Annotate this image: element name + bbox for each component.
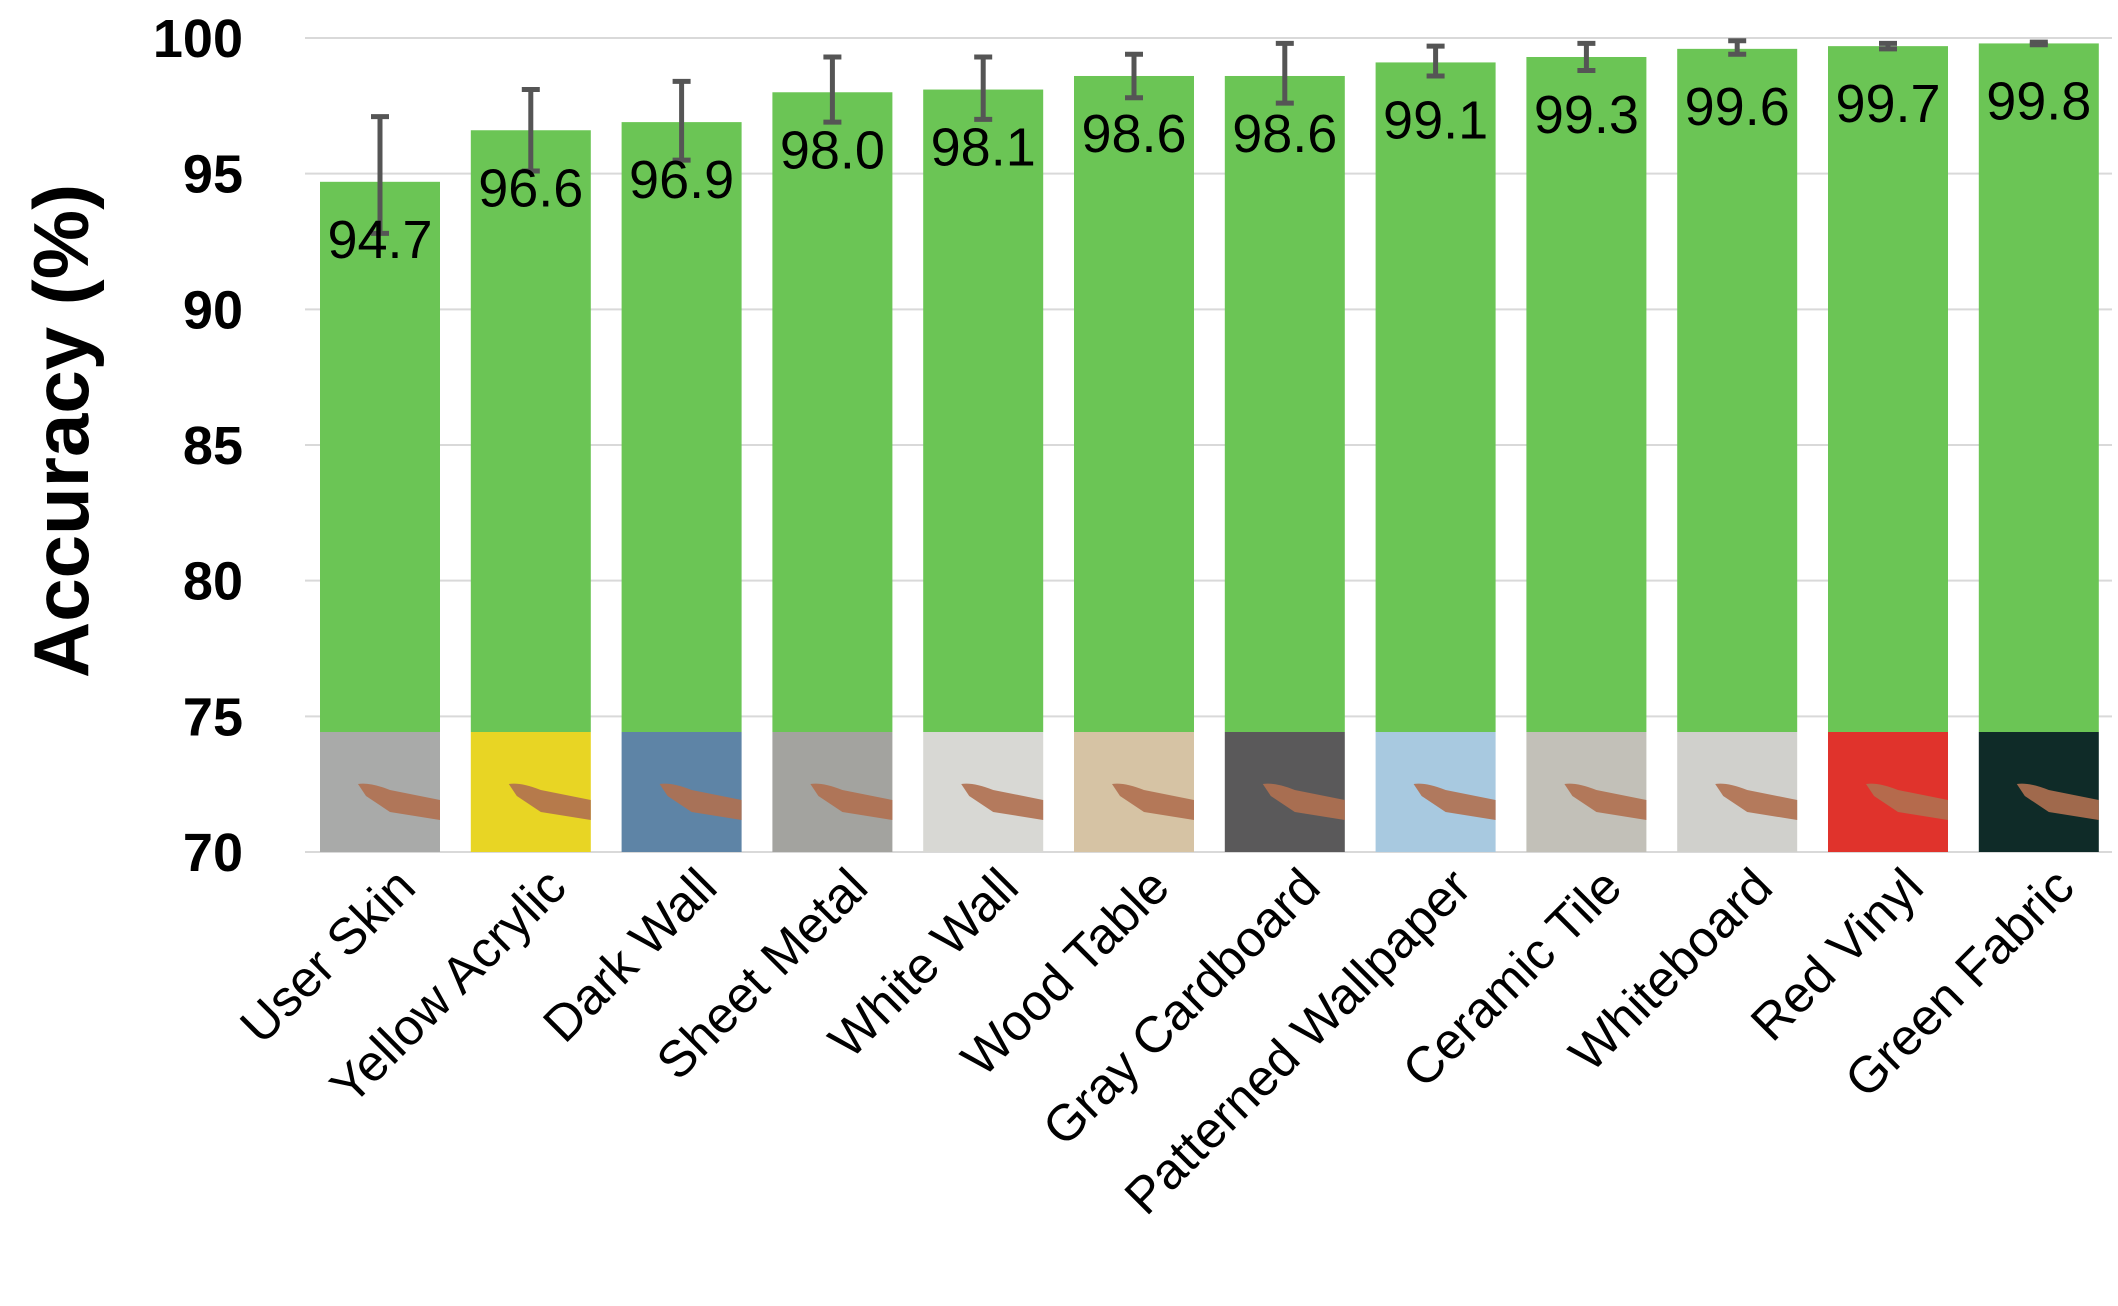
- data-label: 98.1: [931, 118, 1036, 178]
- error-bar: [1275, 40, 1294, 106]
- y-tick-label: 85: [183, 416, 243, 476]
- bar: [470, 130, 591, 733]
- error-bar: [1426, 43, 1445, 79]
- bar: [1224, 75, 1345, 732]
- data-label: 99.1: [1383, 90, 1488, 150]
- error-bar: [672, 78, 691, 163]
- data-label: 99.3: [1534, 85, 1639, 145]
- y-tick-label: 100: [153, 9, 243, 69]
- hand-shape: [2016, 783, 2099, 820]
- error-bar: [1728, 38, 1747, 57]
- bar: [1677, 48, 1798, 732]
- bar: [1828, 46, 1948, 732]
- data-label: 96.9: [629, 150, 734, 210]
- y-tick-label: 75: [183, 687, 243, 747]
- error-bar: [974, 54, 993, 122]
- surface-thumbnail: [1224, 732, 1345, 852]
- hand-shape: [810, 783, 893, 820]
- y-tick-label: 70: [183, 823, 243, 883]
- data-label: 99.8: [1986, 71, 2091, 131]
- hand-shape: [1413, 783, 1496, 820]
- data-labels: 94.7 96.6 96.9 98.0 98.1 98.6 98.6 99.1 99.3 99.6…: [327, 71, 2091, 269]
- hand-shape: [961, 783, 1044, 820]
- hand-shape: [1866, 783, 1948, 820]
- bar: [621, 122, 742, 732]
- bar: [1526, 56, 1647, 732]
- surface-thumbnail: [1074, 732, 1194, 852]
- hand-shape: [1564, 783, 1647, 820]
- error-bar: [371, 114, 389, 236]
- surface-thumbnail: [1526, 732, 1647, 852]
- hand-shape: [358, 783, 440, 820]
- bars: [320, 43, 2099, 733]
- bar: [1375, 62, 1496, 733]
- error-bar: [1577, 40, 1596, 74]
- surface-thumbnail: [1828, 732, 1948, 852]
- bar: [923, 89, 1044, 732]
- hand-shape: [1262, 783, 1345, 820]
- surface-thumbnail: [772, 732, 893, 852]
- hand-shape: [659, 783, 742, 820]
- data-label: 99.7: [1835, 74, 1940, 134]
- x-tick-label: Gray Cardboard: [1032, 857, 1331, 1156]
- error-bar: [1879, 40, 1897, 52]
- data-label: 99.6: [1685, 77, 1790, 137]
- data-label: 98.6: [1081, 104, 1186, 164]
- error-bar: [2029, 39, 2048, 48]
- bar: [772, 92, 893, 733]
- y-axis-label: Accuracy (%): [17, 184, 105, 678]
- surface-thumbnail: [320, 732, 440, 852]
- y-axis: 70 75 80 85 90 95 100: [153, 9, 243, 883]
- y-tick-label: 95: [183, 145, 243, 205]
- surface-thumbnail: [1978, 732, 2099, 852]
- error-bar: [521, 87, 540, 174]
- surface-thumbnail: [1375, 732, 1496, 852]
- surface-thumbnails: [320, 732, 2099, 852]
- grid-lines: [305, 37, 2112, 853]
- bar: [1074, 75, 1194, 732]
- y-tick-label: 90: [183, 280, 243, 340]
- data-label: 98.0: [780, 120, 885, 180]
- surface-thumbnail: [1677, 732, 1798, 852]
- error-bar: [823, 54, 842, 125]
- bar: [1978, 43, 2099, 733]
- data-label: 94.7: [327, 210, 432, 270]
- data-label: 96.6: [478, 158, 583, 218]
- hand-shape: [508, 783, 591, 820]
- data-label: 98.6: [1232, 104, 1337, 164]
- hand-shape: [1112, 783, 1194, 820]
- error-bar: [1125, 51, 1143, 101]
- y-tick-label: 80: [183, 552, 243, 612]
- surface-thumbnail: [470, 732, 591, 852]
- surface-thumbnail: [923, 732, 1044, 852]
- bar: [320, 181, 440, 733]
- error-bars: [371, 38, 2048, 236]
- hand-shape: [1715, 783, 1798, 820]
- surface-thumbnail: [621, 732, 742, 852]
